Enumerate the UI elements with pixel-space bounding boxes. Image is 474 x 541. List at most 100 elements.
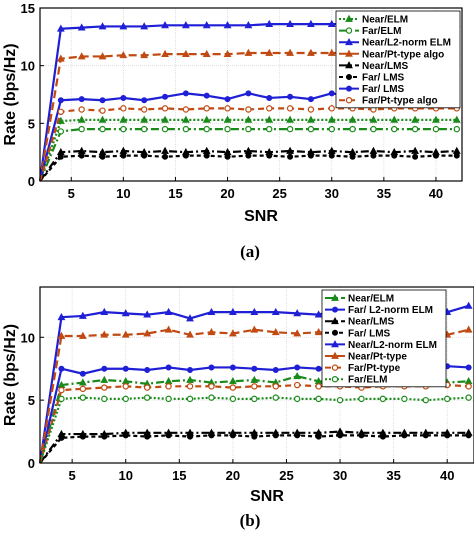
data-point (78, 152, 85, 159)
data-point (207, 328, 216, 336)
data-point (161, 125, 169, 133)
legend-label: Far/ L2-norm ELM (348, 305, 433, 316)
data-point (78, 378, 87, 386)
data-point (228, 377, 237, 385)
data-point (79, 385, 87, 393)
x-tick-label: 15 (168, 186, 182, 201)
legend-marker (345, 96, 353, 104)
data-point (401, 395, 408, 403)
data-point (315, 365, 322, 372)
data-point (121, 330, 130, 338)
data-point (432, 125, 440, 133)
data-point (307, 19, 315, 28)
data-point (79, 370, 86, 377)
legend-marker (331, 316, 339, 325)
data-point (99, 125, 106, 133)
data-point (286, 48, 294, 56)
data-point (165, 395, 172, 403)
data-point (244, 21, 253, 29)
data-point (245, 125, 252, 133)
data-point (140, 22, 149, 30)
data-point (223, 21, 232, 29)
data-point (348, 115, 357, 123)
data-point (186, 395, 194, 403)
data-point (349, 125, 356, 133)
data-point (327, 115, 336, 123)
data-point (412, 153, 419, 160)
data-point (181, 115, 190, 123)
data-point (57, 312, 66, 321)
chart-panel-a: 5 10 15 20 25 30 35 40 0 5 10 15 SNR Rate (bps/Hz) (a)… (2, 1, 463, 261)
data-point (245, 90, 252, 97)
data-point (186, 375, 194, 383)
data-point (100, 375, 109, 383)
data-point (56, 54, 65, 62)
data-point (208, 383, 215, 390)
data-point (57, 153, 64, 160)
data-point (465, 364, 472, 371)
data-point (251, 433, 258, 440)
data-point (120, 94, 127, 101)
data-point (58, 395, 65, 403)
legend-label: Near/L2-norm ELM (348, 340, 437, 351)
data-point (57, 97, 64, 104)
legend-label: Far/ELM (348, 375, 387, 386)
data-point (78, 311, 87, 319)
data-point (119, 115, 128, 123)
data-point (78, 331, 87, 339)
legend-marker (345, 37, 353, 46)
x-tick-label: 5 (68, 186, 75, 201)
data-point (327, 19, 336, 28)
data-point (181, 49, 190, 58)
data-point (165, 383, 172, 390)
panel-caption: (b) (240, 511, 261, 530)
data-point (98, 22, 107, 30)
data-point (224, 105, 231, 112)
data-point (143, 384, 151, 391)
data-point (182, 106, 190, 113)
data-point (370, 152, 377, 159)
data-point (119, 51, 128, 59)
x-tick-label: 10 (116, 186, 130, 201)
data-point (140, 51, 149, 59)
x-tick-label: 40 (429, 186, 443, 201)
data-point (140, 115, 149, 123)
data-point (202, 49, 211, 58)
data-point (327, 48, 336, 56)
legend-label: Near/ELM (348, 294, 394, 305)
legend-label: Far/ LMS (362, 73, 405, 84)
data-point (422, 432, 429, 439)
data-point (444, 395, 451, 403)
x-tick-label: 20 (226, 468, 240, 483)
data-point (181, 21, 190, 29)
data-point (77, 52, 86, 60)
data-point (251, 395, 258, 403)
data-point (464, 301, 473, 309)
data-point (265, 19, 274, 28)
data-point (140, 125, 148, 133)
x-tick-label: 20 (220, 186, 234, 201)
legend-label: Far/ LMS (348, 328, 391, 339)
data-point (250, 375, 259, 383)
data-point (307, 106, 315, 113)
data-point (224, 153, 231, 160)
y-axis-label: Rate (bps/Hz) (2, 324, 19, 426)
data-point (229, 395, 237, 403)
data-point (286, 115, 294, 123)
data-point (122, 365, 129, 372)
data-point (161, 115, 169, 123)
data-point (79, 394, 87, 401)
x-tick-label: 5 (69, 468, 76, 483)
data-point (143, 329, 152, 337)
data-point (465, 383, 472, 390)
data-point (228, 329, 237, 337)
y-tick-label: 15 (21, 1, 35, 16)
data-point (266, 152, 273, 159)
data-point (307, 125, 315, 133)
legend-marker (331, 329, 338, 336)
y-tick-label: 0 (28, 174, 35, 189)
data-point (119, 22, 128, 30)
data-point (391, 125, 398, 133)
data-point (165, 432, 172, 439)
data-point (120, 152, 127, 159)
